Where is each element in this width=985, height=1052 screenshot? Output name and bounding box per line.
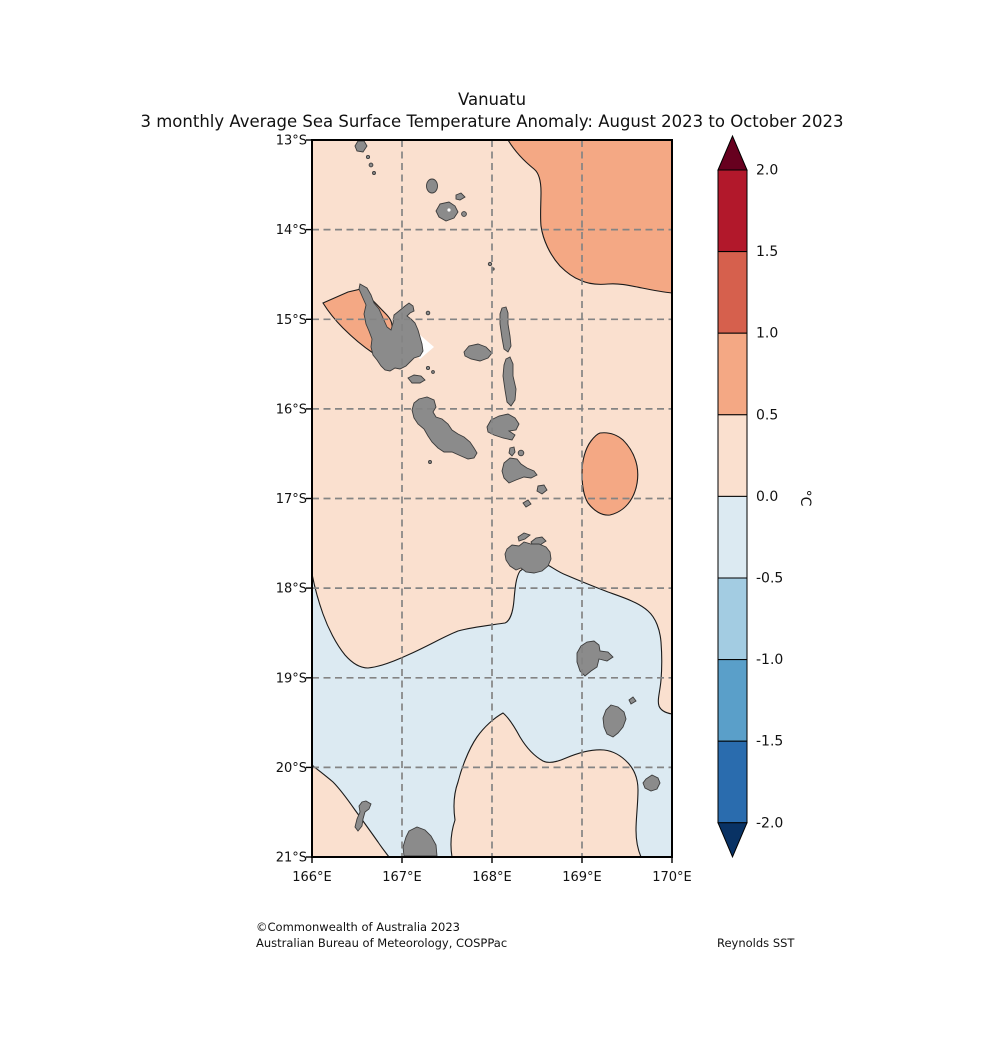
map-plot-area bbox=[312, 140, 672, 857]
islet-malekula-south bbox=[428, 460, 432, 464]
colorbar-segment bbox=[717, 659, 748, 742]
island-erromango bbox=[576, 640, 614, 677]
lat-tick-label: 19°S bbox=[276, 671, 307, 686]
lat-tick-label: 14°S bbox=[276, 223, 307, 238]
sst-region-northeast-0p5-to-1 bbox=[507, 140, 672, 294]
island-aneityum bbox=[642, 774, 661, 792]
lat-tick-label: 15°S bbox=[276, 313, 307, 328]
lat-tick-label: 21°S bbox=[276, 851, 307, 866]
island-lopevi bbox=[517, 449, 525, 457]
colorbar-segment bbox=[717, 332, 748, 416]
colorbar-segment bbox=[717, 740, 748, 824]
colorbar-tick-label: -1.5 bbox=[756, 734, 783, 750]
organisation-line: Australian Bureau of Meteorology, COSPPa… bbox=[256, 936, 507, 950]
islet-banks-1 bbox=[365, 154, 371, 160]
lat-tick-label: 16°S bbox=[276, 402, 307, 417]
colorbar-segment bbox=[717, 414, 748, 497]
island-vanua-lava bbox=[426, 178, 438, 194]
latitude-axis-labels: 13°S 14°S 15°S 16°S 17°S 18°S 19°S 20°S … bbox=[276, 134, 307, 866]
lon-tick-label: 170°E bbox=[652, 870, 692, 885]
islet-shepherd bbox=[522, 499, 532, 508]
colorbar: 2.0 1.5 1.0 0.5 0.0 -0.5 -1.0 -1.5 -2.0 … bbox=[717, 134, 813, 859]
islet-banks-2 bbox=[368, 162, 374, 168]
colorbar-tick-label: -1.0 bbox=[756, 652, 783, 668]
chart-title: Vanuatu bbox=[458, 90, 526, 109]
islet-tutuba bbox=[431, 370, 435, 374]
colorbar-tick-label: 2.0 bbox=[756, 163, 778, 179]
island-emae bbox=[517, 532, 531, 542]
islet-north-1 bbox=[487, 261, 493, 267]
island-lifou bbox=[402, 826, 438, 857]
island-tanna bbox=[602, 704, 627, 738]
island-mere-lava bbox=[461, 211, 467, 217]
footer: ©Commonwealth of Australia 2023 Australi… bbox=[256, 920, 795, 950]
lat-tick-label: 13°S bbox=[276, 134, 307, 149]
islet-mota bbox=[455, 192, 466, 201]
lat-tick-label: 17°S bbox=[276, 492, 307, 507]
colorbar-tick-label: -2.0 bbox=[756, 815, 783, 831]
islet-banks-3 bbox=[372, 171, 376, 175]
colorbar-segment bbox=[717, 251, 748, 334]
sst-region-southwest-wedge-0-to-0p5 bbox=[312, 764, 390, 857]
colorbar-segment bbox=[717, 495, 748, 579]
sst-region-oval-patch-0p5-to-1 bbox=[581, 432, 639, 516]
island-malo bbox=[407, 374, 426, 384]
lon-tick-label: 166°E bbox=[292, 870, 332, 885]
longitude-axis-labels: 166°E 167°E 168°E 169°E 170°E bbox=[292, 870, 692, 885]
island-ambrym bbox=[486, 413, 520, 441]
gaua-lake bbox=[447, 208, 451, 212]
island-aniwa bbox=[628, 696, 637, 705]
copyright-line: ©Commonwealth of Australia 2023 bbox=[256, 920, 460, 934]
colorbar-tick-label: 0.5 bbox=[756, 407, 778, 423]
lon-tick-label: 169°E bbox=[562, 870, 602, 885]
island-malekula bbox=[411, 396, 478, 460]
island-tongoa bbox=[536, 484, 548, 495]
island-maewo bbox=[499, 306, 512, 353]
lat-tick-label: 18°S bbox=[276, 582, 307, 597]
data-source-label: Reynolds SST bbox=[717, 936, 795, 950]
islet-sakao bbox=[425, 310, 431, 316]
colorbar-tick-label: 0.0 bbox=[756, 489, 778, 505]
land-islands bbox=[354, 140, 661, 857]
graticule-grid bbox=[312, 140, 672, 857]
lon-tick-label: 168°E bbox=[472, 870, 512, 885]
island-gaua bbox=[435, 201, 459, 222]
island-paama bbox=[508, 446, 516, 457]
colorbar-tick-labels: 2.0 1.5 1.0 0.5 0.0 -0.5 -1.0 -1.5 -2.0 bbox=[756, 163, 783, 832]
chart-subtitle: 3 monthly Average Sea Surface Temperatur… bbox=[140, 112, 843, 131]
colorbar-tick-label: 1.5 bbox=[756, 244, 778, 260]
island-pentecost bbox=[502, 356, 517, 407]
island-epi bbox=[501, 457, 538, 484]
lat-tick-label: 20°S bbox=[276, 761, 307, 776]
colorbar-tick-label: 1.0 bbox=[756, 326, 778, 342]
colorbar-segment bbox=[717, 577, 748, 661]
island-espiritu-santo bbox=[358, 283, 424, 372]
island-ambae bbox=[463, 343, 493, 362]
colorbar-segment bbox=[717, 169, 748, 253]
sst-region-bottom-blob-0-to-0p5 bbox=[450, 712, 642, 857]
islet-aore bbox=[425, 365, 431, 371]
lon-tick-label: 167°E bbox=[382, 870, 422, 885]
colorbar-tick-label: -0.5 bbox=[756, 571, 783, 587]
colorbar-unit-label: °C bbox=[797, 490, 813, 507]
colorbar-arrow-over bbox=[717, 134, 748, 171]
island-efate bbox=[504, 541, 552, 574]
island-ouvea bbox=[354, 800, 372, 832]
colorbar-arrow-under bbox=[717, 822, 748, 859]
axis-ticks bbox=[306, 139, 673, 863]
